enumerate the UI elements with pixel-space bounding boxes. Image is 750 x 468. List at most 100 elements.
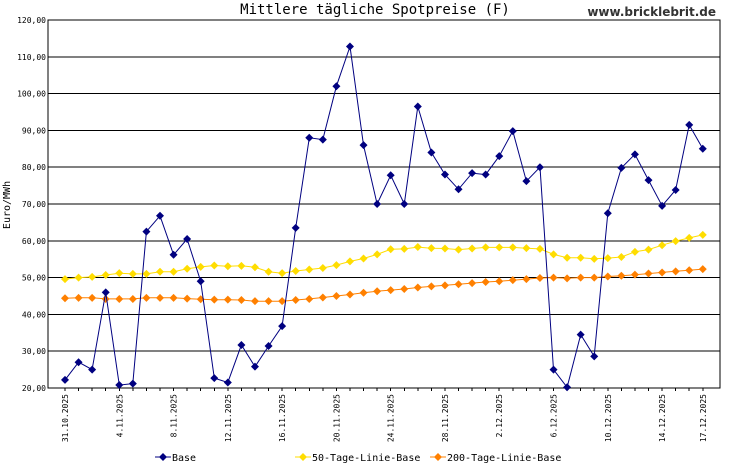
data-point (345, 257, 354, 266)
x-tick-label: 31.10.2025 (61, 394, 70, 442)
data-point (101, 271, 110, 280)
data-point (237, 296, 246, 305)
data-point (305, 133, 314, 142)
data-point (440, 244, 449, 253)
watermark-text[interactable]: www.bricklebrit.de (587, 5, 716, 19)
data-point (74, 293, 83, 302)
data-point (386, 171, 395, 180)
data-point (413, 102, 422, 111)
data-point (400, 244, 409, 253)
data-point (603, 254, 612, 263)
data-point (522, 275, 531, 284)
data-point (332, 82, 341, 91)
series-50-tage (61, 230, 707, 284)
data-point (468, 244, 477, 253)
data-point (630, 270, 639, 279)
x-tick-label: 4.11.2025 (115, 394, 124, 438)
data-point (345, 290, 354, 299)
y-axis-label: Euro/MWh (2, 181, 13, 229)
grid-layer (48, 19, 720, 389)
data-point (128, 379, 137, 388)
x-tick-label: 16.11.2025 (278, 394, 287, 442)
data-point (454, 185, 463, 194)
data-point (671, 237, 680, 246)
data-point (115, 269, 124, 278)
data-point (250, 263, 259, 272)
data-point (698, 230, 707, 239)
data-point (522, 177, 531, 186)
data-point (318, 264, 327, 273)
data-point (590, 254, 599, 263)
data-point (278, 322, 287, 331)
data-point (698, 144, 707, 153)
data-point (427, 148, 436, 157)
data-point (495, 152, 504, 161)
data-point (115, 294, 124, 303)
plot-frame (47, 19, 721, 389)
data-point (549, 273, 558, 282)
legend-label: Base (172, 453, 196, 464)
data-point (373, 200, 382, 208)
data-point (291, 296, 300, 305)
data-point (373, 250, 382, 259)
data-point (576, 253, 585, 262)
data-point (142, 293, 151, 302)
data-point (210, 261, 219, 270)
data-point (74, 273, 83, 282)
data-point (563, 383, 572, 392)
data-point (332, 261, 341, 270)
data-point (481, 243, 490, 252)
data-point (549, 250, 558, 259)
y-tick-label: 80,00 (22, 163, 46, 172)
data-point (373, 287, 382, 296)
x-tick-label: 17.12.2025 (699, 394, 708, 442)
data-point (427, 282, 436, 291)
data-point (386, 245, 395, 254)
data-point (318, 293, 327, 302)
data-point (603, 209, 612, 218)
data-point (88, 272, 97, 281)
data-point (522, 244, 531, 253)
y-tick-label: 50,00 (22, 274, 46, 283)
data-point (671, 267, 680, 276)
data-point (495, 243, 504, 252)
data-point (658, 241, 667, 250)
y-tick-label: 20,00 (22, 384, 46, 393)
data-point (413, 283, 422, 292)
y-tick-label: 40,00 (22, 310, 46, 319)
x-tick-label: 24.11.2025 (387, 394, 396, 442)
data-point (88, 365, 97, 374)
data-point (264, 342, 273, 351)
data-point (155, 211, 164, 220)
data-point (169, 267, 178, 276)
data-point (332, 292, 341, 300)
data-point (278, 297, 287, 306)
y-tick-label: 100,00 (17, 90, 46, 99)
data-point (61, 275, 69, 284)
data-point (644, 269, 653, 278)
legend-item: Base (155, 453, 196, 464)
data-point (359, 288, 368, 297)
series-200-tage (61, 265, 707, 306)
data-point (685, 120, 694, 129)
data-point (658, 201, 667, 210)
data-point (685, 266, 694, 275)
data-point (237, 261, 246, 270)
data-point (549, 365, 558, 374)
data-point (440, 170, 449, 179)
data-point (413, 243, 422, 252)
data-point (61, 294, 69, 303)
data-point (698, 265, 707, 274)
legend-label: 200-Tage-Linie-Base (447, 453, 561, 464)
series-base (61, 42, 707, 392)
data-point (671, 186, 680, 195)
data-point (454, 280, 463, 289)
data-point (155, 293, 164, 302)
data-point (61, 375, 69, 384)
data-point (223, 262, 232, 271)
data-point (169, 293, 178, 302)
data-point (468, 279, 477, 288)
data-point (440, 281, 449, 290)
data-point (590, 352, 599, 361)
